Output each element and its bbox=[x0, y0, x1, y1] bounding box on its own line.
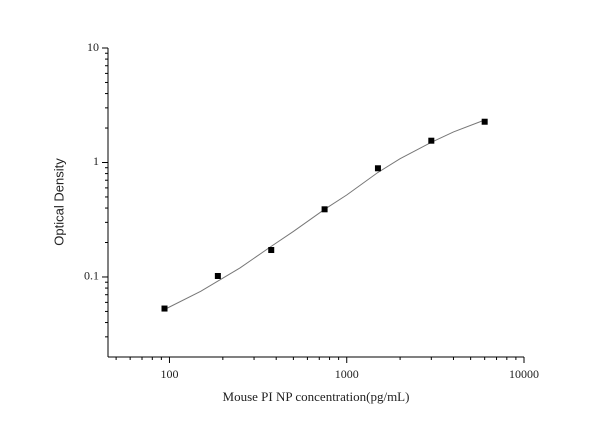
y-tick-label: 10 bbox=[87, 40, 99, 54]
x-tick-label: 10000 bbox=[509, 367, 539, 381]
x-axis-title: Mouse PI NP concentration(pg/mL) bbox=[223, 389, 410, 404]
y-tick-label: 1 bbox=[93, 154, 99, 168]
point bbox=[161, 305, 168, 312]
y-axis-title: Optical Density bbox=[51, 158, 66, 246]
point bbox=[268, 247, 275, 254]
point bbox=[428, 137, 435, 144]
point bbox=[481, 118, 488, 125]
point bbox=[214, 272, 221, 279]
fit-curve bbox=[164, 119, 485, 310]
point bbox=[374, 165, 381, 172]
x-tick-label: 100 bbox=[160, 367, 178, 381]
point bbox=[321, 206, 328, 213]
x-tick-label: 1000 bbox=[335, 367, 359, 381]
y-tick-label: 0.1 bbox=[84, 269, 99, 283]
